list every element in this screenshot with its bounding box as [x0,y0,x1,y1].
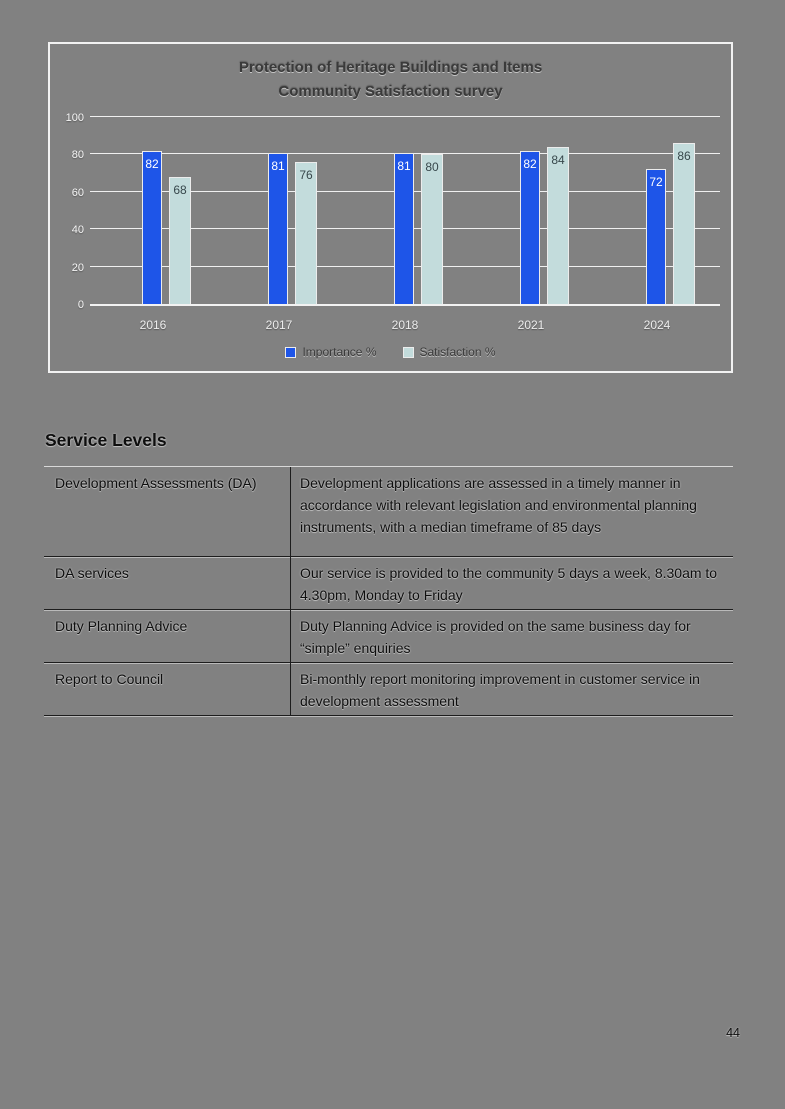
legend-swatch-icon [402,346,414,358]
bar-satisfaction--2016: 68 [169,176,191,304]
x-axis-label-2017: 2017 [265,318,293,332]
service-level-cell: Our service is provided to the community… [290,557,733,609]
y-axis-label-60: 60 [71,186,84,199]
legend-swatch-icon [285,346,297,358]
x-axis-label-2018: 2018 [391,318,419,332]
service-levels-table: Development Assessments (DA) Development … [44,466,733,716]
x-axis-label-2021: 2021 [517,318,545,332]
bar-importance--2016: 82 [142,150,162,304]
bar-satisfaction--2018: 80 [421,154,443,304]
table-row: DA services Our service is provided to th… [44,557,733,610]
y-axis-label-100: 100 [65,112,84,124]
service-level-cell: Development applications are assessed in… [290,467,733,556]
bar-importance--2017: 81 [268,152,288,304]
table-row: Duty Planning Advice Duty Planning Advice… [44,610,733,663]
bar-value-label: 80 [425,160,439,175]
bar-value-label: 82 [523,156,537,171]
bar-value-label: 82 [145,156,159,171]
bar-satisfaction--2021: 84 [547,146,569,304]
table-row: Development Assessments (DA) Development … [44,467,733,557]
bar-value-label: 86 [677,149,691,164]
bar-group-2016: 82 68 [90,119,216,304]
chart-title-line1: Protection of Heritage Buildings and Ite… [238,59,543,76]
legend-label: Importance % [302,345,377,359]
chart-title-line2: Community Satisfaction survey [278,83,503,100]
x-axis-label-2016: 2016 [139,318,167,332]
y-axis-label-0: 0 [77,299,84,311]
gridline-100 [90,116,720,117]
legend-label: Satisfaction % [419,345,496,359]
service-name-cell: Development Assessments (DA) [55,475,257,491]
service-name-cell: DA services [55,565,129,581]
bar-value-label: 68 [173,182,187,197]
bar-importance--2018: 81 [394,152,414,304]
bar-value-label: 72 [649,175,663,190]
plot-area: 82 68 81 76 81 80 82 84 72 86 [90,116,720,306]
legend-item-satisfaction-: Satisfaction % [402,345,496,359]
bar-satisfaction--2024: 86 [673,143,695,304]
section-heading: Service Levels [45,430,167,450]
y-axis-label-40: 40 [71,224,84,237]
y-axis-label-20: 20 [71,261,84,274]
page-number: 44 [726,1026,740,1040]
bar-value-label: 81 [271,158,285,173]
legend-item-importance-: Importance % [285,345,377,359]
bar-value-label: 76 [299,167,313,182]
service-level-cell: Duty Planning Advice is provided on the … [290,610,733,662]
chart-legend: Importance % Satisfaction % [50,345,731,359]
satisfaction-chart: Protection of Heritage Buildings and Ite… [48,42,733,373]
bar-satisfaction--2017: 76 [295,161,317,304]
bar-group-2021: 82 84 [468,119,594,304]
service-level-cell: Bi-monthly report monitoring improvement… [290,663,733,715]
y-axis-label-80: 80 [71,149,84,162]
table-row: Report to Council Bi-monthly report monit… [44,663,733,716]
bar-group-2024: 72 86 [594,119,720,304]
bar-importance--2021: 82 [520,150,540,304]
bar-value-label: 84 [551,152,565,167]
bar-group-2018: 81 80 [342,119,468,304]
bar-group-2017: 81 76 [216,119,342,304]
service-name-cell: Duty Planning Advice [55,618,188,634]
x-axis-label-2024: 2024 [643,318,671,332]
chart-title: Protection of Heritage Buildings and Ite… [50,56,731,104]
bar-value-label: 81 [397,158,411,173]
service-name-cell: Report to Council [55,671,164,687]
bar-importance--2024: 72 [646,169,666,304]
